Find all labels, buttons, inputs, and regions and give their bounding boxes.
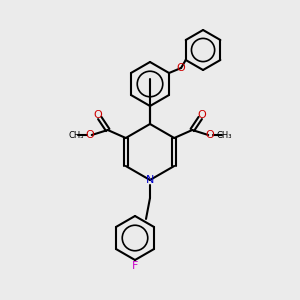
Text: CH₃: CH₃ (68, 130, 83, 140)
Text: O: O (93, 110, 102, 120)
Text: O: O (206, 130, 214, 140)
Text: CH₃: CH₃ (217, 130, 232, 140)
Text: O: O (198, 110, 207, 120)
Text: O: O (177, 63, 185, 73)
Text: F: F (132, 261, 138, 271)
Text: O: O (85, 130, 94, 140)
Text: N: N (146, 175, 154, 185)
